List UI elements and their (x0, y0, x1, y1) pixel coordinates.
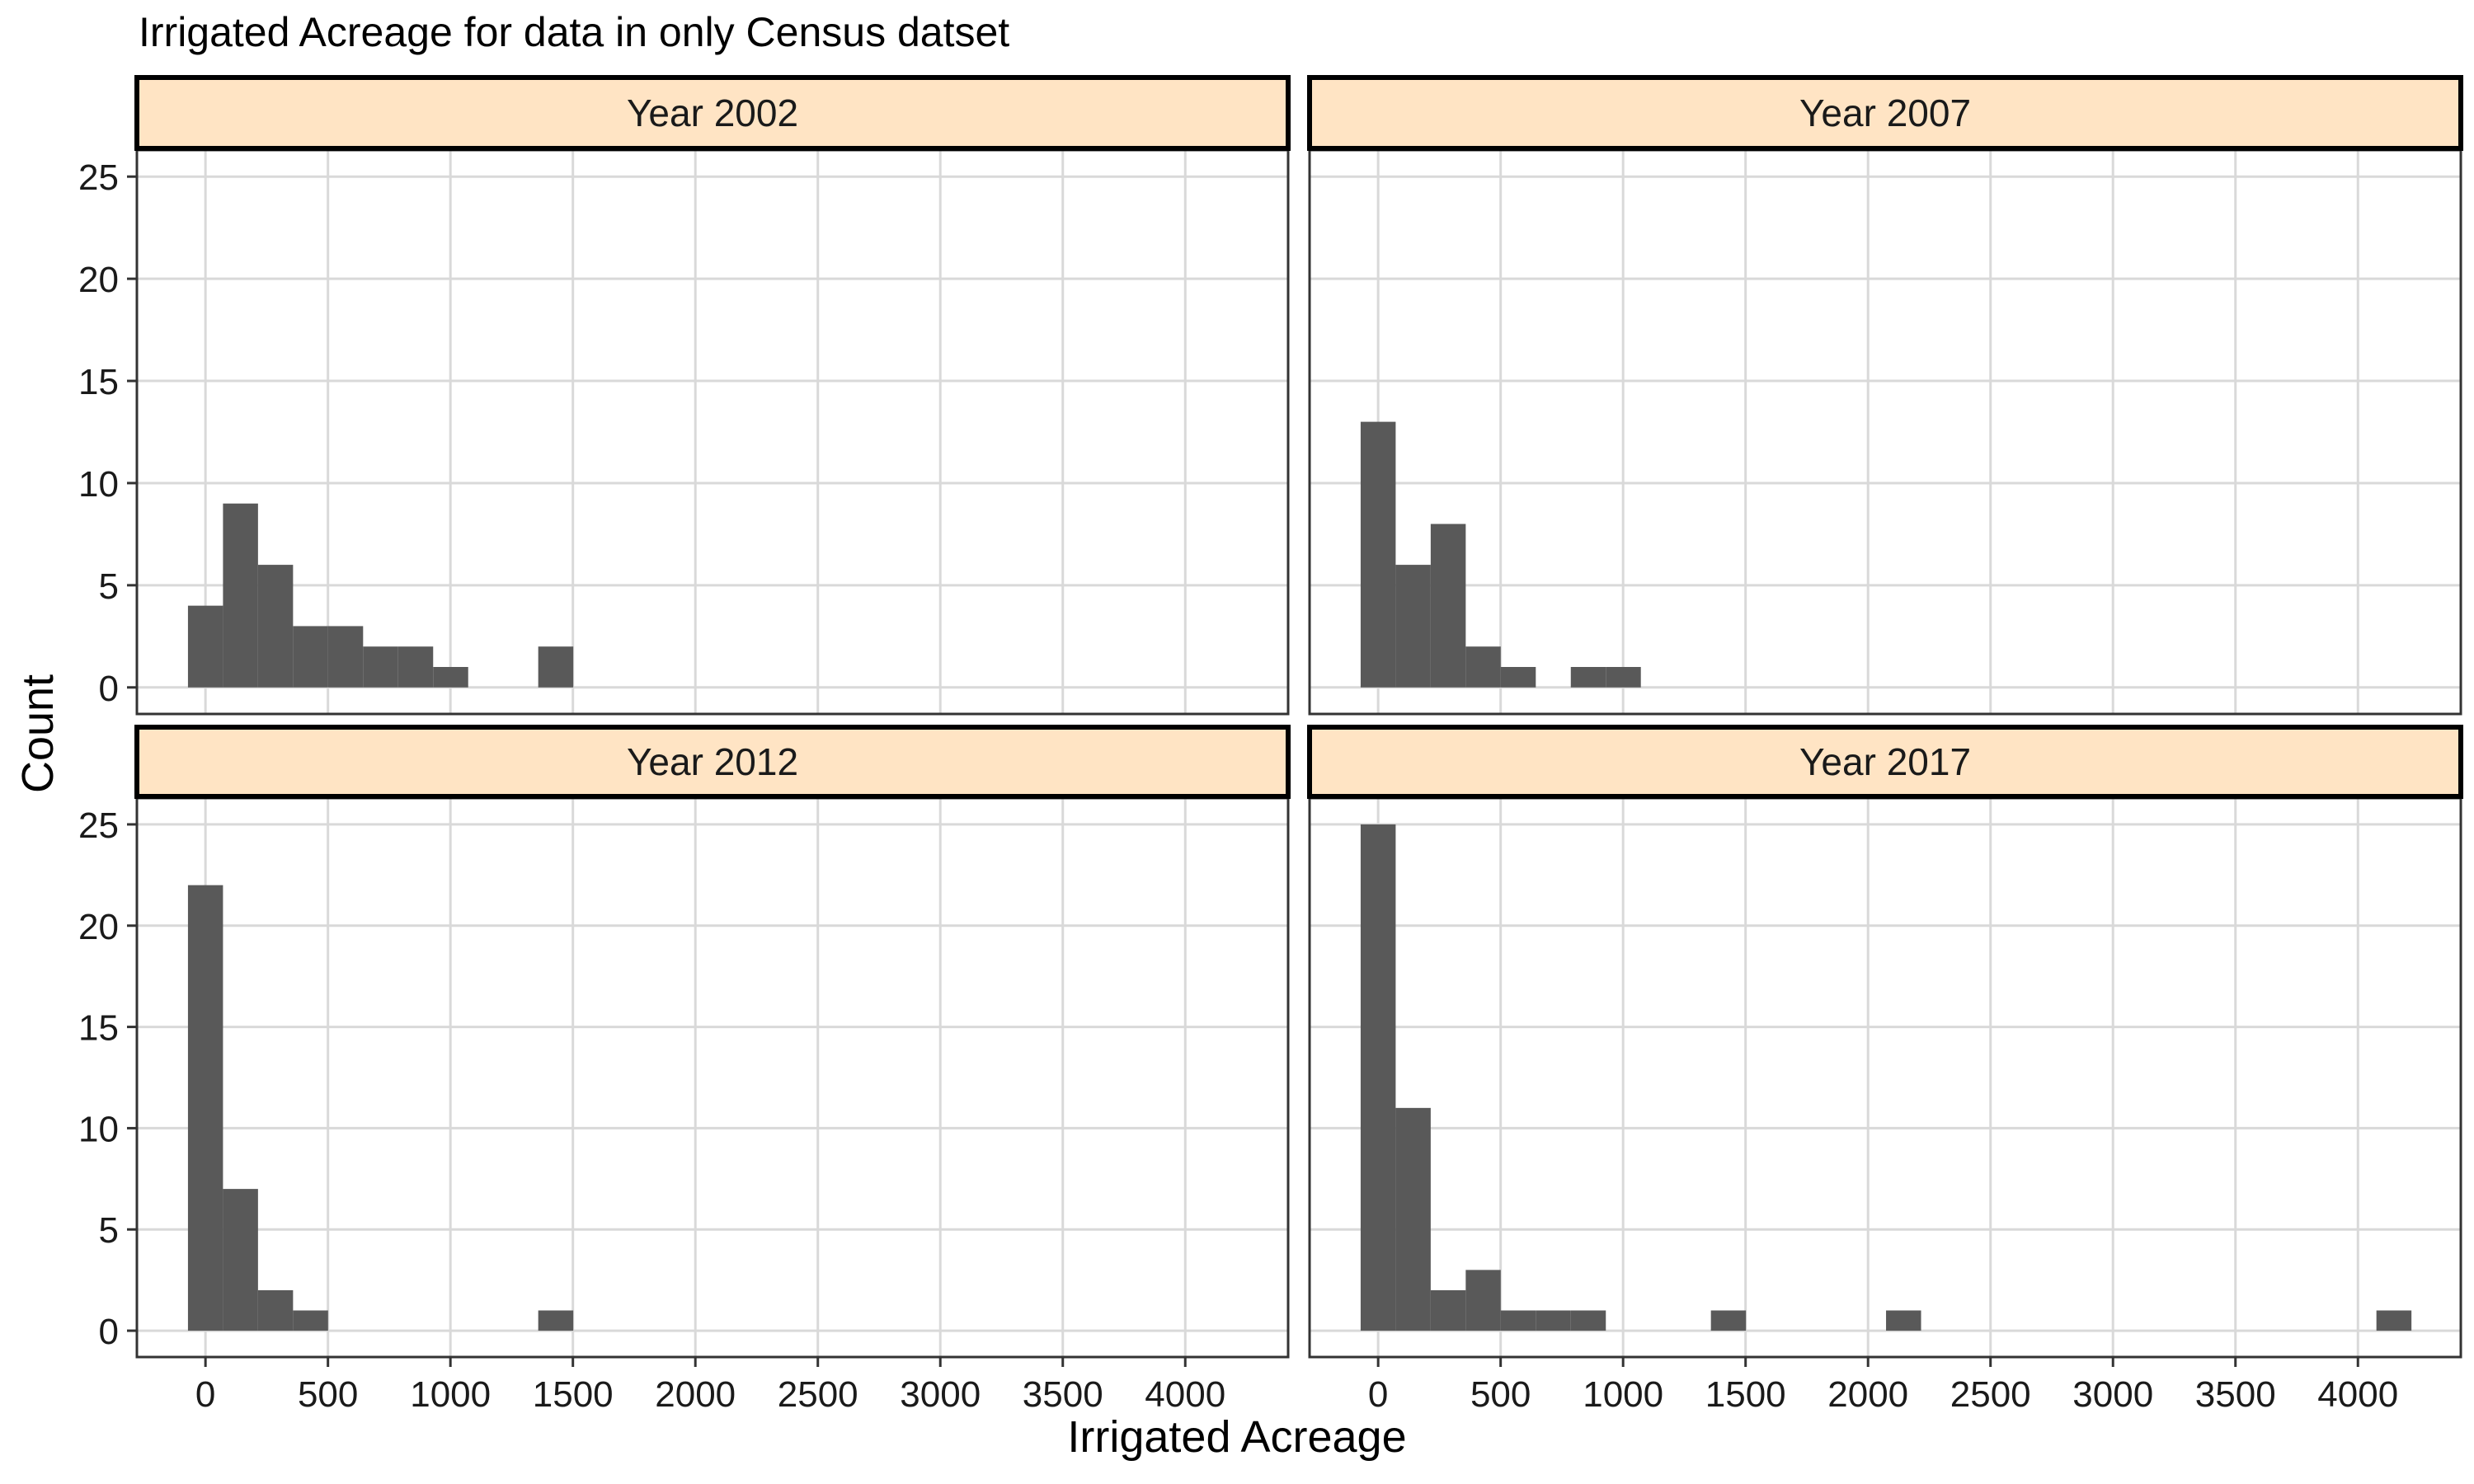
x-tick-label: 2000 (1827, 1374, 1908, 1415)
histogram-bar (1465, 646, 1501, 688)
chart-title: Irrigated Acreage for data in only Censu… (139, 9, 1010, 55)
histogram-bar (397, 646, 434, 688)
histogram-bar (1430, 524, 1466, 688)
y-tick-label: 10 (78, 464, 119, 505)
x-tick-label: 3500 (2195, 1374, 2276, 1415)
x-tick-label: 500 (298, 1374, 358, 1415)
histogram-bar (257, 1289, 294, 1331)
x-tick-label: 1500 (1705, 1374, 1786, 1415)
histogram-bar (1500, 1310, 1536, 1331)
y-axis-title: Count (13, 674, 63, 794)
x-tick-label: 2500 (1950, 1374, 2031, 1415)
facet-strip (1307, 725, 2463, 799)
facet-strip-label: Year 2007 (1799, 92, 1971, 134)
y-tick-label: 15 (78, 362, 119, 402)
x-tick-label: 3500 (1023, 1374, 1103, 1415)
histogram-bar (1570, 667, 1606, 688)
y-tick-label: 5 (99, 1210, 119, 1251)
histogram-bar (1465, 1270, 1501, 1331)
x-tick-label: 500 (1470, 1374, 1531, 1415)
histogram-bar (2376, 1310, 2412, 1331)
x-axis-title: Irrigated Acreage (1067, 1412, 1407, 1462)
histogram-bar (293, 1310, 328, 1331)
histogram-bar (1360, 421, 1396, 688)
facet-strip (1307, 75, 2463, 151)
histogram-bar (1360, 824, 1396, 1331)
histogram-bar (1395, 1107, 1431, 1331)
histogram-bar (327, 626, 364, 688)
x-tick-label: 2500 (778, 1374, 858, 1415)
y-tick-label: 0 (99, 1312, 119, 1352)
facet-strip-label: Year 2017 (1799, 740, 1971, 783)
histogram-bar (363, 646, 398, 688)
histogram-bar (1606, 667, 1641, 688)
histogram-bar (1536, 1310, 1571, 1331)
y-tick-label: 20 (78, 260, 119, 300)
facet-strip-label: Year 2012 (627, 740, 798, 783)
histogram-bar (1500, 667, 1536, 688)
panel-border (1308, 148, 2462, 716)
histogram-bar (223, 1189, 258, 1331)
x-tick-label: 1000 (410, 1374, 491, 1415)
histogram-bar (538, 1310, 574, 1331)
x-tick-label: 2000 (655, 1374, 736, 1415)
histogram-bar (1430, 1289, 1466, 1331)
facet-strip (134, 75, 1291, 151)
x-tick-label: 0 (195, 1374, 215, 1415)
y-tick-label: 15 (78, 1008, 119, 1049)
y-tick-label: 20 (78, 907, 119, 947)
histogram-bar (1570, 1310, 1606, 1331)
panel-border (135, 796, 1290, 1359)
x-tick-label: 3000 (900, 1374, 981, 1415)
y-tick-label: 0 (99, 669, 119, 709)
histogram-bar (538, 646, 574, 688)
y-tick-label: 25 (78, 805, 119, 846)
histogram-bar (223, 503, 258, 688)
histogram-bar (1710, 1310, 1747, 1331)
facet-strip (134, 725, 1291, 799)
histogram-bar (1886, 1310, 1921, 1331)
histogram-bar (187, 605, 223, 688)
histogram-bar (257, 565, 294, 688)
histogram-bar (293, 626, 328, 688)
x-tick-label: 4000 (1145, 1374, 1225, 1415)
x-tick-label: 4000 (2317, 1374, 2398, 1415)
y-tick-label: 5 (99, 566, 119, 607)
histogram-bar (1395, 565, 1431, 688)
x-tick-label: 1500 (533, 1374, 614, 1415)
x-tick-label: 3000 (2072, 1374, 2153, 1415)
y-tick-label: 10 (78, 1109, 119, 1149)
x-tick-label: 0 (1368, 1374, 1388, 1415)
histogram-bar (433, 667, 468, 688)
histogram-bar (187, 885, 223, 1331)
y-tick-label: 25 (78, 157, 119, 198)
x-tick-label: 1000 (1583, 1374, 1663, 1415)
facet-strip-label: Year 2002 (627, 92, 798, 134)
